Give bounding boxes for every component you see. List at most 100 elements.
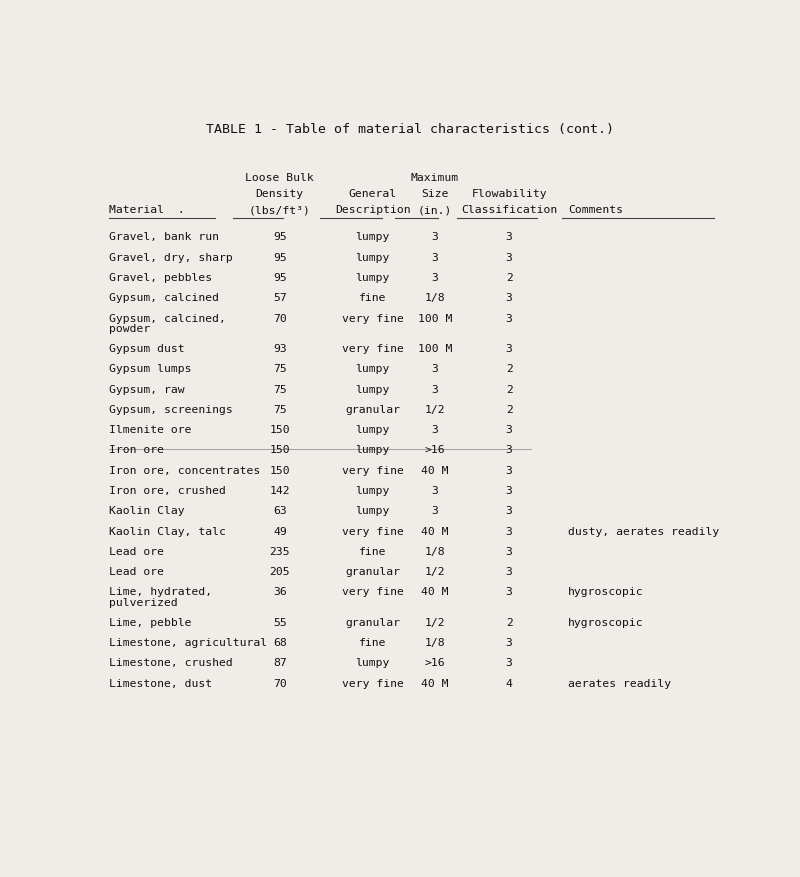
Text: Loose Bulk: Loose Bulk (246, 173, 314, 182)
Text: fine: fine (359, 293, 386, 303)
Text: 2: 2 (506, 384, 513, 394)
Text: Kaolin Clay, talc: Kaolin Clay, talc (110, 526, 226, 536)
Text: Ilmenite ore: Ilmenite ore (110, 424, 192, 435)
Text: 3: 3 (506, 506, 513, 516)
Text: 100 M: 100 M (418, 313, 452, 324)
Text: fine: fine (359, 638, 386, 647)
Text: Limestone, agricultural: Limestone, agricultural (110, 638, 267, 647)
Text: >16: >16 (425, 445, 445, 455)
Text: 3: 3 (506, 465, 513, 475)
Text: Gypsum, screenings: Gypsum, screenings (110, 404, 233, 414)
Text: 150: 150 (270, 465, 290, 475)
Text: Maximum: Maximum (410, 173, 459, 182)
Text: lumpy: lumpy (356, 232, 390, 242)
Text: Flowability: Flowability (471, 189, 547, 199)
Text: 3: 3 (431, 232, 438, 242)
Text: 3: 3 (506, 587, 513, 596)
Text: lumpy: lumpy (356, 273, 390, 282)
Text: 40 M: 40 M (421, 526, 449, 536)
Text: 40 M: 40 M (421, 678, 449, 688)
Text: 70: 70 (273, 678, 286, 688)
Text: Description: Description (335, 205, 410, 215)
Text: Gypsum dust: Gypsum dust (110, 344, 185, 353)
Text: 3: 3 (431, 486, 438, 496)
Text: lumpy: lumpy (356, 424, 390, 435)
Text: hygroscopic: hygroscopic (568, 587, 644, 596)
Text: 75: 75 (273, 364, 286, 374)
Text: 55: 55 (273, 617, 286, 627)
Text: 87: 87 (273, 658, 286, 667)
Text: 3: 3 (506, 313, 513, 324)
Text: TABLE 1 - Table of material characteristics (cont.): TABLE 1 - Table of material characterist… (206, 123, 614, 136)
Text: powder: powder (110, 324, 150, 333)
Text: 1/2: 1/2 (425, 404, 445, 414)
Text: 1/2: 1/2 (425, 617, 445, 627)
Text: 3: 3 (506, 546, 513, 556)
Text: 3: 3 (431, 273, 438, 282)
Text: Lead ore: Lead ore (110, 567, 164, 576)
Text: 95: 95 (273, 253, 286, 262)
Text: General: General (349, 189, 397, 199)
Text: Gravel, dry, sharp: Gravel, dry, sharp (110, 253, 233, 262)
Text: Limestone, crushed: Limestone, crushed (110, 658, 233, 667)
Text: 75: 75 (273, 404, 286, 414)
Text: 235: 235 (270, 546, 290, 556)
Text: 75: 75 (273, 384, 286, 394)
Text: (in.): (in.) (418, 205, 452, 215)
Text: 40 M: 40 M (421, 587, 449, 596)
Text: 95: 95 (273, 232, 286, 242)
Text: 57: 57 (273, 293, 286, 303)
Text: 2: 2 (506, 617, 513, 627)
Text: 1/8: 1/8 (425, 293, 445, 303)
Text: very fine: very fine (342, 526, 404, 536)
Text: Gypsum, calcined: Gypsum, calcined (110, 293, 219, 303)
Text: dusty, aerates readily: dusty, aerates readily (568, 526, 719, 536)
Text: Limestone, dust: Limestone, dust (110, 678, 213, 688)
Text: 3: 3 (506, 424, 513, 435)
Text: 3: 3 (506, 658, 513, 667)
Text: Classification: Classification (461, 205, 558, 215)
Text: 63: 63 (273, 506, 286, 516)
Text: 100 M: 100 M (418, 344, 452, 353)
Text: 3: 3 (506, 638, 513, 647)
Text: 3: 3 (506, 344, 513, 353)
Text: aerates readily: aerates readily (568, 678, 671, 688)
Text: 2: 2 (506, 273, 513, 282)
Text: 95: 95 (273, 273, 286, 282)
Text: 68: 68 (273, 638, 286, 647)
Text: lumpy: lumpy (356, 445, 390, 455)
Text: 3: 3 (431, 506, 438, 516)
Text: very fine: very fine (342, 587, 404, 596)
Text: very fine: very fine (342, 465, 404, 475)
Text: granular: granular (346, 404, 400, 414)
Text: 4: 4 (506, 678, 513, 688)
Text: Kaolin Clay: Kaolin Clay (110, 506, 185, 516)
Text: pulverized: pulverized (110, 597, 178, 607)
Text: Density: Density (256, 189, 304, 199)
Text: 3: 3 (431, 384, 438, 394)
Text: Gypsum, calcined,: Gypsum, calcined, (110, 313, 226, 324)
Text: 150: 150 (270, 424, 290, 435)
Text: very fine: very fine (342, 678, 404, 688)
Text: Comments: Comments (568, 205, 623, 215)
Text: Lime, hydrated,: Lime, hydrated, (110, 587, 213, 596)
Text: Iron ore, crushed: Iron ore, crushed (110, 486, 226, 496)
Text: lumpy: lumpy (356, 506, 390, 516)
Text: granular: granular (346, 567, 400, 576)
Text: lumpy: lumpy (356, 364, 390, 374)
Text: 2: 2 (506, 364, 513, 374)
Text: granular: granular (346, 617, 400, 627)
Text: 3: 3 (506, 486, 513, 496)
Text: 36: 36 (273, 587, 286, 596)
Text: 49: 49 (273, 526, 286, 536)
Text: 150: 150 (270, 445, 290, 455)
Text: Gypsum lumps: Gypsum lumps (110, 364, 192, 374)
Text: 3: 3 (431, 424, 438, 435)
Text: Iron ore, concentrates: Iron ore, concentrates (110, 465, 261, 475)
Text: 3: 3 (431, 253, 438, 262)
Text: Lime, pebble: Lime, pebble (110, 617, 192, 627)
Text: 1/8: 1/8 (425, 546, 445, 556)
Text: Gravel, pebbles: Gravel, pebbles (110, 273, 213, 282)
Text: Size: Size (421, 189, 449, 199)
Text: 70: 70 (273, 313, 286, 324)
